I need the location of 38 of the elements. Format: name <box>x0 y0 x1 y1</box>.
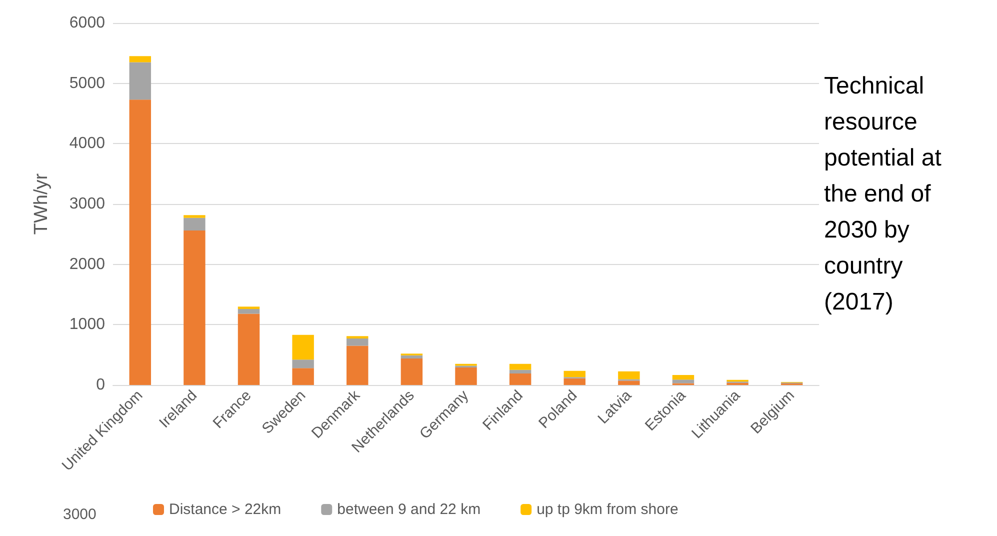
bar <box>292 334 314 360</box>
y-axis-title: TWh/yr <box>31 172 52 235</box>
bar <box>564 378 586 385</box>
bar <box>400 358 423 385</box>
bar <box>184 218 206 231</box>
legend-label: up tp 9km from shore <box>536 501 678 518</box>
bar <box>129 56 152 62</box>
y-tick-label: 6000 <box>69 14 106 32</box>
bar <box>238 314 260 385</box>
text: Technical resource potential at the end of 2030 by country (2017) <box>824 72 948 316</box>
bar <box>455 368 477 385</box>
bar <box>509 370 532 374</box>
bar <box>672 380 694 384</box>
bar <box>509 364 532 370</box>
y-tick-label: 4000 <box>69 135 106 152</box>
bar <box>672 375 694 380</box>
bar <box>129 62 152 100</box>
bar <box>618 380 640 385</box>
legend-label: Distance > 22km <box>169 501 282 518</box>
bar <box>346 346 368 385</box>
bar <box>509 374 532 385</box>
y-tick-label: 2000 <box>69 256 106 273</box>
bar <box>346 336 368 339</box>
y-tick-label: 0 <box>96 376 106 394</box>
bar <box>292 360 314 368</box>
y-tick-label: 5000 <box>69 74 106 92</box>
bar <box>346 338 368 346</box>
bar <box>564 370 586 378</box>
bar <box>238 308 260 314</box>
y-tick-label: 3000 <box>69 196 106 212</box>
bar <box>184 215 206 218</box>
bar <box>292 368 314 385</box>
bar <box>618 371 640 380</box>
bar <box>184 230 206 385</box>
y-tick-label: 1000 <box>69 316 106 334</box>
legend-label: between 9 and 22 km <box>337 501 481 518</box>
bar <box>129 100 152 385</box>
bar <box>400 355 423 358</box>
